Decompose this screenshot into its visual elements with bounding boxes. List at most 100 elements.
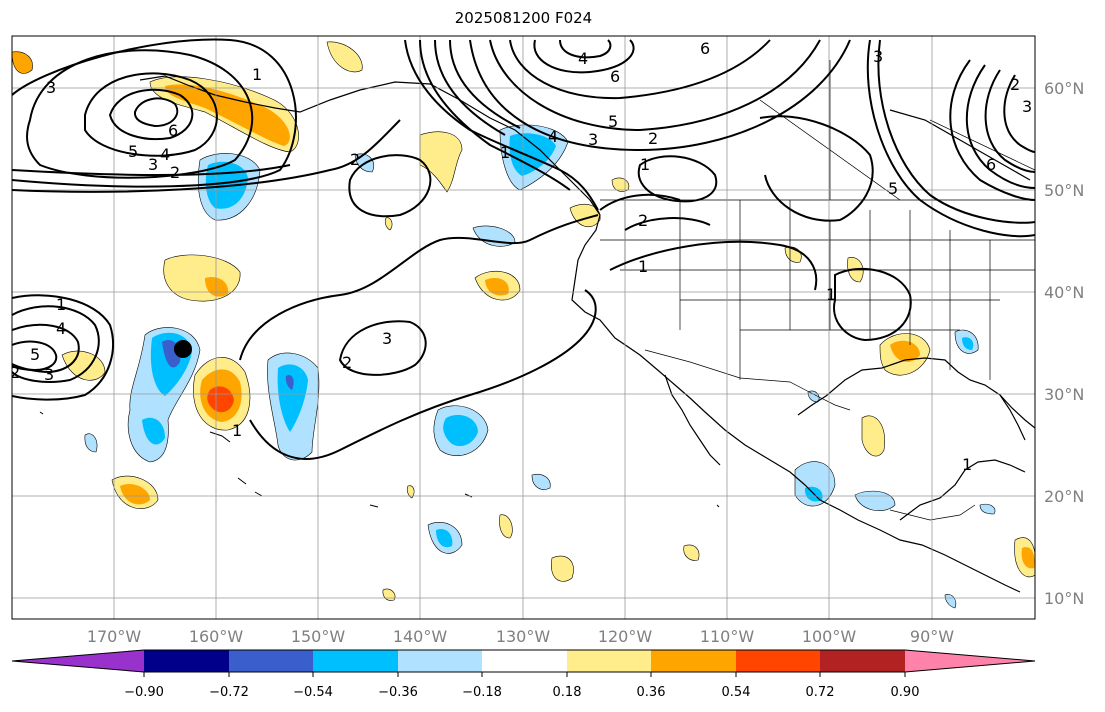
contour-label: 2 [170,163,180,182]
anomaly-negative [531,473,551,490]
colorbar-tick-label: −0.72 [209,685,249,700]
coastline-alaska [139,75,1021,593]
colorbar-segment [820,650,905,672]
map-panel: 3 6 5 4 3 2 1 4 6 6 5 3 2 1 2 2 1 1 2 3 … [10,36,1035,619]
contour-label: 4 [160,145,170,164]
anomaly-positive [165,84,290,146]
colorbar-tick-label: −0.18 [462,685,502,700]
lat-label: 40°N [1044,283,1084,302]
colorbar-segment [398,650,482,672]
anomaly-positive [861,415,886,457]
contour-label: 1 [232,421,242,440]
contour-labels: 3 6 5 4 3 2 1 4 6 6 5 3 2 1 2 2 1 1 2 3 … [10,39,1032,474]
anomaly-positive [485,277,509,296]
anomaly-negative [443,414,478,447]
anomaly-positive [499,514,513,539]
lon-label: 120°W [598,627,653,646]
contour-label: 6 [986,155,996,174]
colorbar-segment [567,650,651,672]
contour-label: 1 [640,155,650,174]
lon-label: 90°W [910,627,954,646]
lat-label: 20°N [1044,487,1084,506]
colorbar-tick-label: 0.36 [637,685,666,700]
contour-label: 3 [46,78,56,97]
coastline-hudson [889,109,1031,181]
anomaly-positive [419,131,463,193]
coastlines [139,75,1035,593]
colorbar: −0.90 −0.72 −0.54 −0.36 −0.18 0.18 0.36 … [11,649,1036,700]
anomaly-negative [84,433,98,453]
anomaly-negative [285,374,294,390]
colorbar-segment [229,650,313,672]
contour-label: 2 [342,353,352,372]
contour-label: 4 [56,319,66,338]
contour-label: 3 [382,329,392,348]
colorbar-tick-label: −0.90 [124,685,164,700]
lat-label: 50°N [1044,181,1084,200]
contour-label: 5 [128,142,138,161]
anomaly-negative [509,133,556,176]
colorbar-tick-label: −0.36 [378,685,418,700]
contour-label: 4 [578,49,588,68]
contour-label: 2 [10,363,20,382]
height-contours [12,38,1035,460]
contour-label: 3 [1022,97,1032,116]
anomaly-negative [962,337,974,350]
lon-label: 150°W [291,627,346,646]
anomaly-positive [384,217,393,231]
coastline-gulf [797,357,1035,429]
map-frame [11,35,1036,620]
map-title: 2025081200 F024 [454,9,593,27]
lon-label: 100°W [802,627,857,646]
lon-label: 170°W [87,627,142,646]
anomaly-negative [794,461,836,507]
contour-label: 3 [44,365,54,384]
colorbar-tick-label: 0.18 [553,685,582,700]
colorbar-segment [651,650,736,672]
anomaly-negative [277,364,308,432]
islands [39,411,720,508]
colorbar-tick-label: −0.54 [293,685,333,700]
colorbar-segment [482,650,567,672]
contour-label: 3 [148,155,158,174]
lat-label: 30°N [1044,385,1084,404]
contour-label: 1 [826,285,836,304]
contour-label: 1 [500,143,510,162]
lat-label: 60°N [1044,79,1084,98]
colorbar-tick-labels: −0.90 −0.72 −0.54 −0.36 −0.18 0.18 0.36 … [124,685,919,700]
coastline-baja [664,374,721,466]
lon-label: 160°W [189,627,244,646]
contour-label: 1 [962,455,972,474]
anomaly-positive [326,41,363,73]
contour-label: 2 [648,129,658,148]
lon-label: 110°W [700,627,755,646]
contour-label: 2 [1010,75,1020,94]
anomaly-positive [406,485,415,499]
anomaly-negative [979,503,996,515]
anomaly-positive [683,544,700,561]
coastline-florida [999,394,1026,441]
colorbar-segment [313,650,398,672]
location-marker [174,340,192,358]
colorbar-tick-label: 0.54 [722,685,751,700]
contour-label: 3 [873,47,883,66]
lon-label: 130°W [496,627,551,646]
contour-label: 5 [608,112,618,131]
contour-label: 6 [700,39,710,58]
anomaly-negative [436,528,453,548]
colorbar-tick-label: 0.72 [806,685,835,700]
longitude-labels: 170°W 160°W 150°W 140°W 130°W 120°W 110°… [87,627,954,646]
colorbar-segment [144,650,229,672]
contour-label: 1 [56,295,66,314]
contour-label: 1 [252,65,262,84]
colorbar-tick-label: 0.90 [891,685,920,700]
anomaly-positive [890,340,920,362]
anomaly-positive [120,483,150,505]
colorbar-ticks [143,672,906,677]
contour-label: 4 [548,127,558,146]
colorbar-extend-max [905,650,1035,672]
contour-label: 3 [588,130,598,149]
contour-label: 6 [610,67,620,86]
contour-label: 1 [638,257,648,276]
